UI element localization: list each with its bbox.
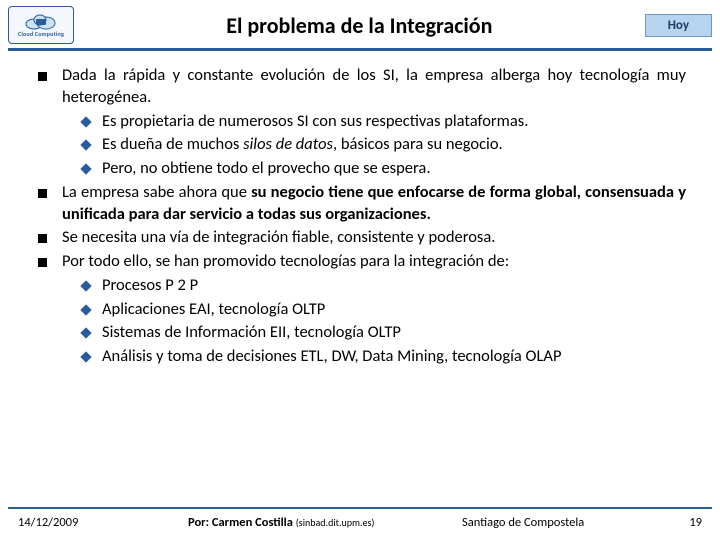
footer-author-site: (sinbad.dit.upm.es)	[296, 516, 375, 529]
footer-author: Por: Carmen Costilla (sinbad.dit.upm.es)	[188, 515, 462, 530]
logo: Cloud Computing	[8, 6, 74, 44]
slide-title: El problema de la Integración	[74, 12, 645, 39]
footer-author-name: Por: Carmen Costilla	[188, 515, 293, 530]
list-item: Por todo ello, se han promovido tecnolog…	[34, 251, 686, 368]
list-item-text: La empresa sabe ahora que su negocio tie…	[62, 182, 686, 224]
list-item: Dada la rápida y constante evolución de …	[34, 65, 686, 180]
sub-list-item: Sistemas de Información EII, tecnología …	[62, 322, 686, 344]
bullet-list: Dada la rápida y constante evolución de …	[34, 65, 686, 368]
footer-place: Santiago de Compostela	[462, 515, 662, 530]
list-item-text: Se necesita una vía de integración fiabl…	[62, 227, 495, 247]
title-container: El problema de la Integración	[74, 12, 645, 39]
list-item: Se necesita una vía de integración fiabl…	[34, 227, 686, 249]
slide-body: Dada la rápida y constante evolución de …	[0, 51, 720, 368]
sub-list-item: Es propietaria de numerosos SI con sus r…	[62, 111, 686, 133]
sub-bullet-list: Procesos P 2 PAplicaciones EAI, tecnolog…	[62, 275, 686, 368]
cloud-icon	[22, 12, 60, 30]
sub-list-item: Pero, no obtiene todo el provecho que se…	[62, 158, 686, 180]
sub-bullet-list: Es propietaria de numerosos SI con sus r…	[62, 111, 686, 180]
slide-header: Cloud Computing El problema de la Integr…	[0, 0, 720, 44]
footer-date: 14/12/2009	[18, 515, 188, 530]
sub-list-item: Análisis y toma de decisiones ETL, DW, D…	[62, 346, 686, 368]
sub-list-item: Es dueña de muchos silos de datos, básic…	[62, 134, 686, 156]
list-item-text: Dada la rápida y constante evolución de …	[62, 65, 686, 107]
status-badge: Hoy	[645, 14, 712, 37]
list-item: La empresa sabe ahora que su negocio tie…	[34, 182, 686, 226]
slide-footer: 14/12/2009 Por: Carmen Costilla (sinbad.…	[0, 507, 720, 540]
sub-list-item: Aplicaciones EAI, tecnología OLTP	[62, 299, 686, 321]
footer-page: 19	[662, 515, 702, 530]
list-item-text: Por todo ello, se han promovido tecnolog…	[62, 251, 509, 271]
sub-list-item: Procesos P 2 P	[62, 275, 686, 297]
logo-text: Cloud Computing	[18, 30, 64, 38]
